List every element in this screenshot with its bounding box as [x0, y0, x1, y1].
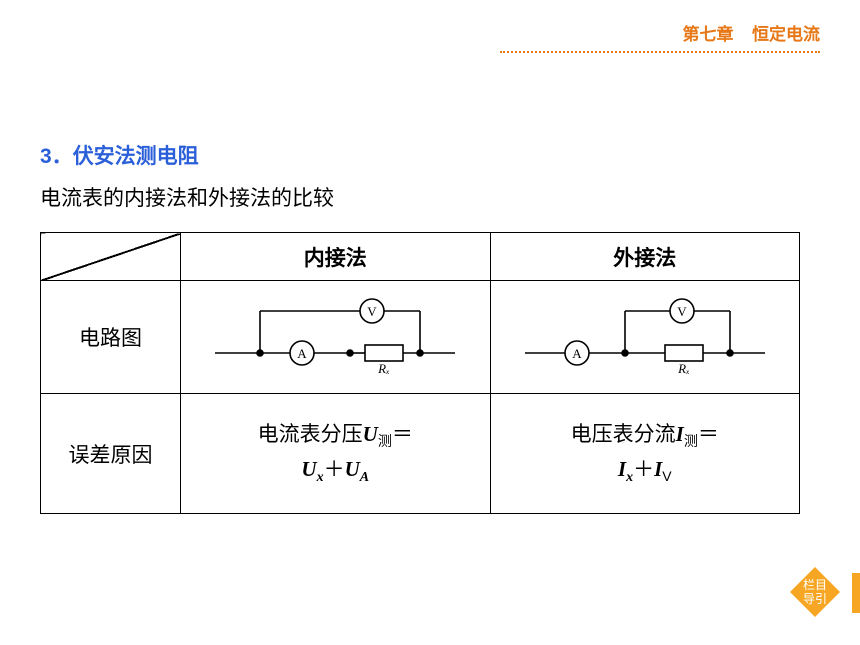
- table-corner: [41, 233, 181, 281]
- circuit-external-diagram: A Rₓ V: [515, 289, 775, 379]
- section-subtitle: 电流表的内接法和外接法的比较: [40, 182, 820, 212]
- row-circuit-label: 电路图: [41, 281, 181, 394]
- row-error-label: 误差原因: [41, 394, 181, 514]
- page-header: 第七章 恒定电流: [500, 20, 820, 53]
- nav-text: 栏目 导引: [788, 578, 842, 606]
- nav-badge[interactable]: 栏目 导引: [788, 565, 842, 619]
- err-ext-prefix: 电压表分流: [571, 423, 676, 446]
- section-name: 伏安法测电阻: [73, 145, 199, 168]
- cell-error-external: 电压表分流I测＝ Ix＋IV: [490, 394, 800, 514]
- cell-error-internal: 电流表分压U测＝ Ux＋UA: [181, 394, 491, 514]
- chapter-label: 第七章: [683, 25, 734, 44]
- ammeter-label: A: [572, 346, 582, 361]
- content: 3．伏安法测电阻 电流表的内接法和外接法的比较 内接法 外接法 电路图 A: [40, 140, 820, 514]
- section-number: 3．: [40, 145, 73, 168]
- corner-accent: [852, 573, 860, 613]
- ammeter-label: A: [298, 346, 308, 361]
- header-divider: [500, 51, 820, 53]
- resistor-label: Rₓ: [677, 361, 690, 376]
- cell-circuit-external: A Rₓ V: [490, 281, 800, 394]
- comparison-table: 内接法 外接法 电路图 A Rₓ: [40, 232, 800, 514]
- err-int-prefix: 电流表分压: [258, 423, 363, 446]
- circuit-internal-diagram: A Rₓ V: [205, 289, 465, 379]
- voltmeter-label: V: [368, 304, 378, 319]
- col-internal: 内接法: [181, 233, 491, 281]
- voltmeter-label: V: [677, 304, 687, 319]
- resistor-label: Rₓ: [377, 361, 390, 376]
- section-title: 3．伏安法测电阻: [40, 140, 820, 170]
- chapter-title: 恒定电流: [752, 25, 820, 44]
- cell-circuit-internal: A Rₓ V: [181, 281, 491, 394]
- col-external: 外接法: [490, 233, 800, 281]
